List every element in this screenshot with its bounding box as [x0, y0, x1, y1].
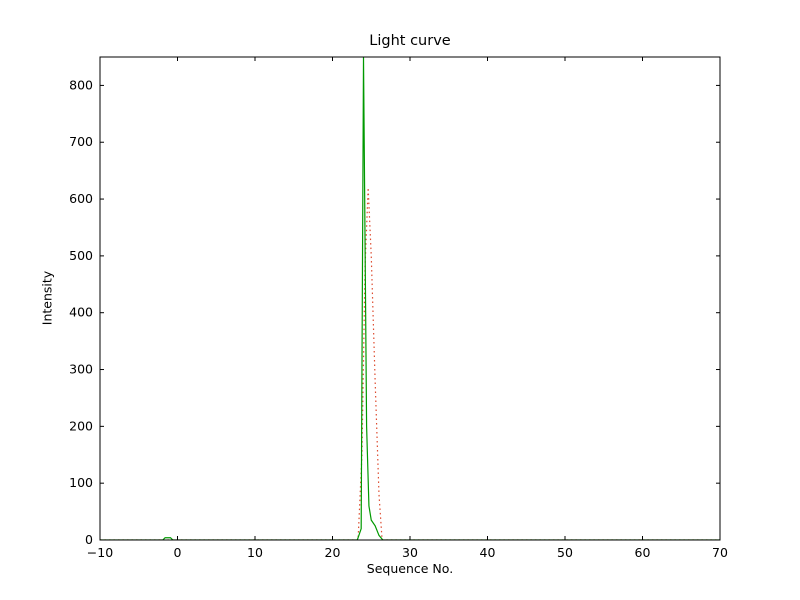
y-tick-label: 300 [69, 362, 93, 377]
x-tick-label: 30 [402, 545, 418, 560]
y-tick-label: 400 [69, 305, 93, 320]
light-curve-solid-line [100, 57, 720, 540]
light-curve-dotted-line [100, 187, 720, 540]
chart-title: Light curve [369, 33, 451, 49]
x-tick-label: −10 [87, 545, 113, 560]
x-axis-label: Sequence No. [366, 561, 454, 576]
x-tick-label: 50 [557, 545, 573, 560]
y-axis-label: Intensity [39, 270, 55, 326]
y-tick-label: 800 [69, 77, 93, 92]
x-tick-label: 0 [174, 545, 182, 560]
x-tick-label: 20 [325, 545, 341, 560]
x-tick-label: 40 [480, 545, 496, 560]
x-tick-label: 70 [712, 545, 728, 560]
y-tick-label: 700 [69, 134, 93, 149]
y-tick-label: 500 [69, 248, 93, 263]
x-tick-label: 10 [247, 545, 263, 560]
y-tick-label: 0 [85, 532, 93, 547]
y-tick-label: 200 [69, 418, 93, 433]
y-tick-label: 600 [69, 191, 93, 206]
y-tick-label: 100 [69, 475, 93, 490]
x-tick-label: 60 [635, 545, 651, 560]
